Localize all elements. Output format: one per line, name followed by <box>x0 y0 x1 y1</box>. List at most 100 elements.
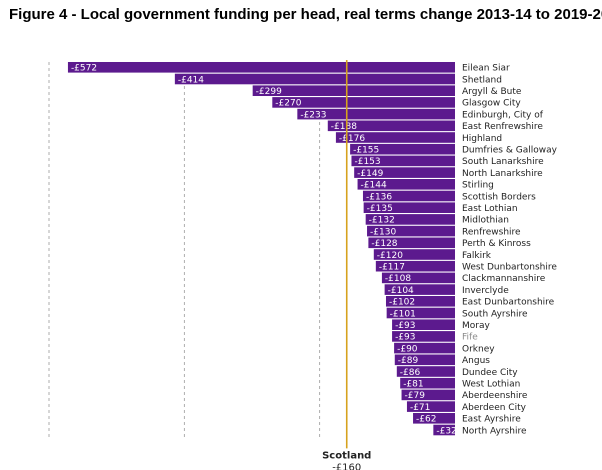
category-label: Aberdeenshire <box>462 391 528 401</box>
bar <box>381 272 455 284</box>
bar <box>373 249 455 260</box>
bar <box>368 237 455 249</box>
bar <box>413 413 455 424</box>
category-label: West Lothian <box>462 380 520 390</box>
bar <box>174 73 456 85</box>
bar <box>375 260 455 272</box>
bar-value-label: -£93 <box>395 321 415 331</box>
bar <box>384 284 455 295</box>
bar-value-label: -£149 <box>357 169 383 179</box>
category-label: Falkirk <box>462 251 492 261</box>
bar-value-label: -£176 <box>339 134 365 144</box>
bar <box>406 401 455 412</box>
bar-value-label: -£79 <box>405 391 426 401</box>
chart-title: Figure 4 - Local government funding per … <box>9 6 602 23</box>
category-label: Scottish Borders <box>462 192 536 202</box>
bar <box>392 331 455 342</box>
bar <box>433 424 455 436</box>
bar <box>367 225 455 237</box>
bar <box>354 167 455 178</box>
category-label: Clackmannanshire <box>462 274 546 284</box>
bar-value-label: -£572 <box>71 64 97 74</box>
bar-value-label: -£153 <box>354 157 380 167</box>
bar <box>396 366 455 377</box>
bar-value-label: -£144 <box>361 181 387 191</box>
category-label: Orkney <box>462 344 495 354</box>
scotland-reference: Scotland-£160 <box>322 60 371 470</box>
category-label: East Dunbartonshire <box>462 298 555 308</box>
bar <box>327 120 455 132</box>
bar <box>400 377 455 389</box>
category-label: Glasgow City <box>462 99 521 109</box>
reference-line-label: Scotland <box>322 450 371 461</box>
bar <box>386 307 455 319</box>
bar-value-label: -£188 <box>331 122 357 132</box>
category-label: South Ayrshire <box>462 309 528 319</box>
bar <box>401 389 455 401</box>
category-label: Moray <box>462 321 490 331</box>
bar-value-label: -£128 <box>371 239 397 249</box>
bar-value-label: -£117 <box>379 263 405 273</box>
bar-value-label: -£299 <box>256 87 282 97</box>
bar <box>385 296 455 307</box>
bar-value-label: -£71 <box>410 403 430 413</box>
bar-value-label: -£102 <box>389 298 415 308</box>
category-label: Dundee City <box>462 368 518 378</box>
bar <box>252 85 455 96</box>
bar-value-label: -£93 <box>395 333 415 343</box>
bar <box>392 319 455 330</box>
category-label: South Lanarkshire <box>462 157 544 167</box>
category-label: East Renfrewshire <box>462 122 543 132</box>
bar-value-label: -£414 <box>178 75 204 85</box>
category-label: Highland <box>462 134 502 144</box>
category-label: Perth & Kinross <box>462 239 531 249</box>
category-label: West Dunbartonshire <box>462 263 557 273</box>
category-label: Dumfries & Galloway <box>462 146 558 156</box>
category-label: Eilean Siar <box>462 64 510 74</box>
category-label: Midlothian <box>462 216 509 226</box>
bar-value-label: -£132 <box>369 216 395 226</box>
bar <box>394 342 455 354</box>
category-label: Argyll & Bute <box>462 87 522 97</box>
category-label: Renfrewshire <box>462 227 521 237</box>
category-label: East Ayrshire <box>462 415 521 425</box>
bar <box>67 62 456 73</box>
category-label: North Ayrshire <box>462 426 527 436</box>
bar-value-label: -£86 <box>400 368 421 378</box>
bar <box>362 190 455 202</box>
reference-line-value: -£160 <box>332 462 361 470</box>
bar-value-label: -£155 <box>353 146 379 156</box>
bar-value-label: -£81 <box>403 380 423 390</box>
category-label: Angus <box>462 356 490 366</box>
bar <box>357 179 455 190</box>
bar-value-label: -£233 <box>300 110 326 120</box>
bar <box>350 143 455 155</box>
bar <box>351 155 455 167</box>
bar-value-label: -£32 <box>436 426 456 436</box>
bar <box>365 214 455 225</box>
category-label: Stirling <box>462 181 494 191</box>
bar <box>272 97 455 108</box>
bar-value-label: -£89 <box>398 356 419 366</box>
bar-value-label: -£108 <box>385 274 411 284</box>
category-label: Inverclyde <box>462 286 509 296</box>
category-label: Aberdeen City <box>462 403 527 413</box>
bar-value-label: -£62 <box>416 415 436 425</box>
category-label: Shetland <box>462 75 502 85</box>
gridlines <box>48 62 321 439</box>
bar <box>363 202 455 213</box>
bar-value-label: -£101 <box>390 309 416 319</box>
category-label: Fife <box>462 333 478 343</box>
category-label: Edinburgh, City of <box>462 110 544 120</box>
bar-value-label: -£120 <box>377 251 403 261</box>
bar-value-label: -£130 <box>370 227 396 237</box>
bar-value-label: -£104 <box>388 286 414 296</box>
bar <box>394 354 455 366</box>
bars: -£572 -£414 -£299 -£270-£233 -£188 -£176 -£155… <box>67 62 457 436</box>
category-label: North Lanarkshire <box>462 169 543 179</box>
bar-value-label: -£135 <box>367 204 393 214</box>
bar-value-label: -£90 <box>397 344 418 354</box>
bar-value-label: -£270 <box>275 99 301 109</box>
